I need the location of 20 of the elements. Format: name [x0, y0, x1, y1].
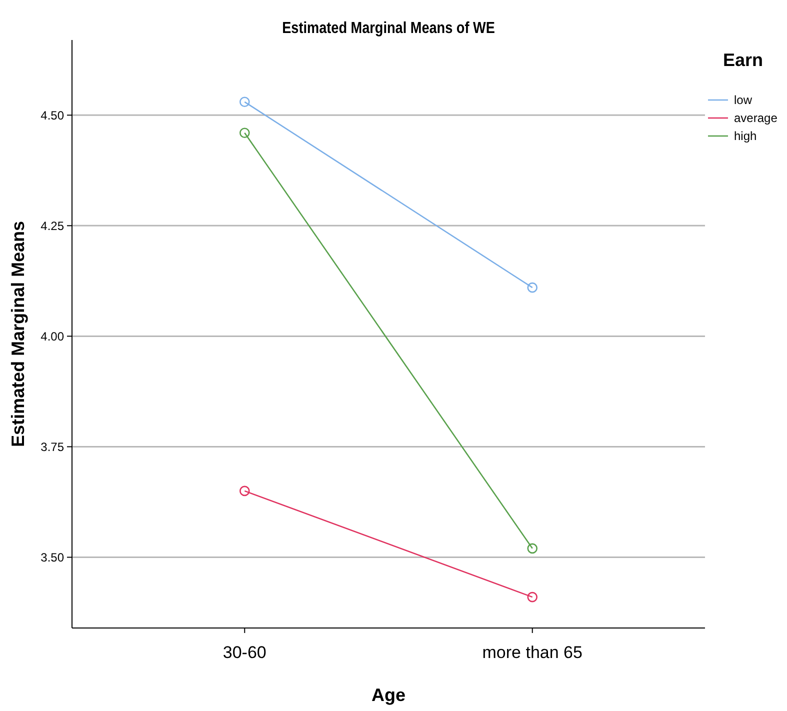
point — [527, 282, 538, 293]
point — [239, 128, 250, 138]
y-tick-label: 3.75 — [40, 440, 64, 454]
legend-label: high — [734, 129, 757, 144]
y-tick-label: 4.25 — [40, 218, 64, 233]
point — [239, 96, 250, 108]
legend-label: average — [734, 111, 778, 126]
legend-title: Earn — [723, 50, 764, 70]
x-tick-label: more than 65 — [482, 643, 582, 662]
x-axis-title: Age — [371, 685, 406, 705]
x-tick-label: 30-60 — [222, 643, 266, 662]
chart-title: Estimated Marginal Means of WE — [282, 20, 495, 38]
point — [239, 486, 250, 496]
y-tick-label: 4.00 — [40, 329, 64, 344]
y-tick-label: 3.50 — [40, 550, 64, 564]
y-tick-label: 4.50 — [40, 108, 64, 122]
legend-label: low — [734, 93, 752, 108]
point — [527, 543, 538, 554]
point — [527, 592, 538, 602]
y-axis-title: Estimated Marginal Means — [8, 220, 28, 448]
